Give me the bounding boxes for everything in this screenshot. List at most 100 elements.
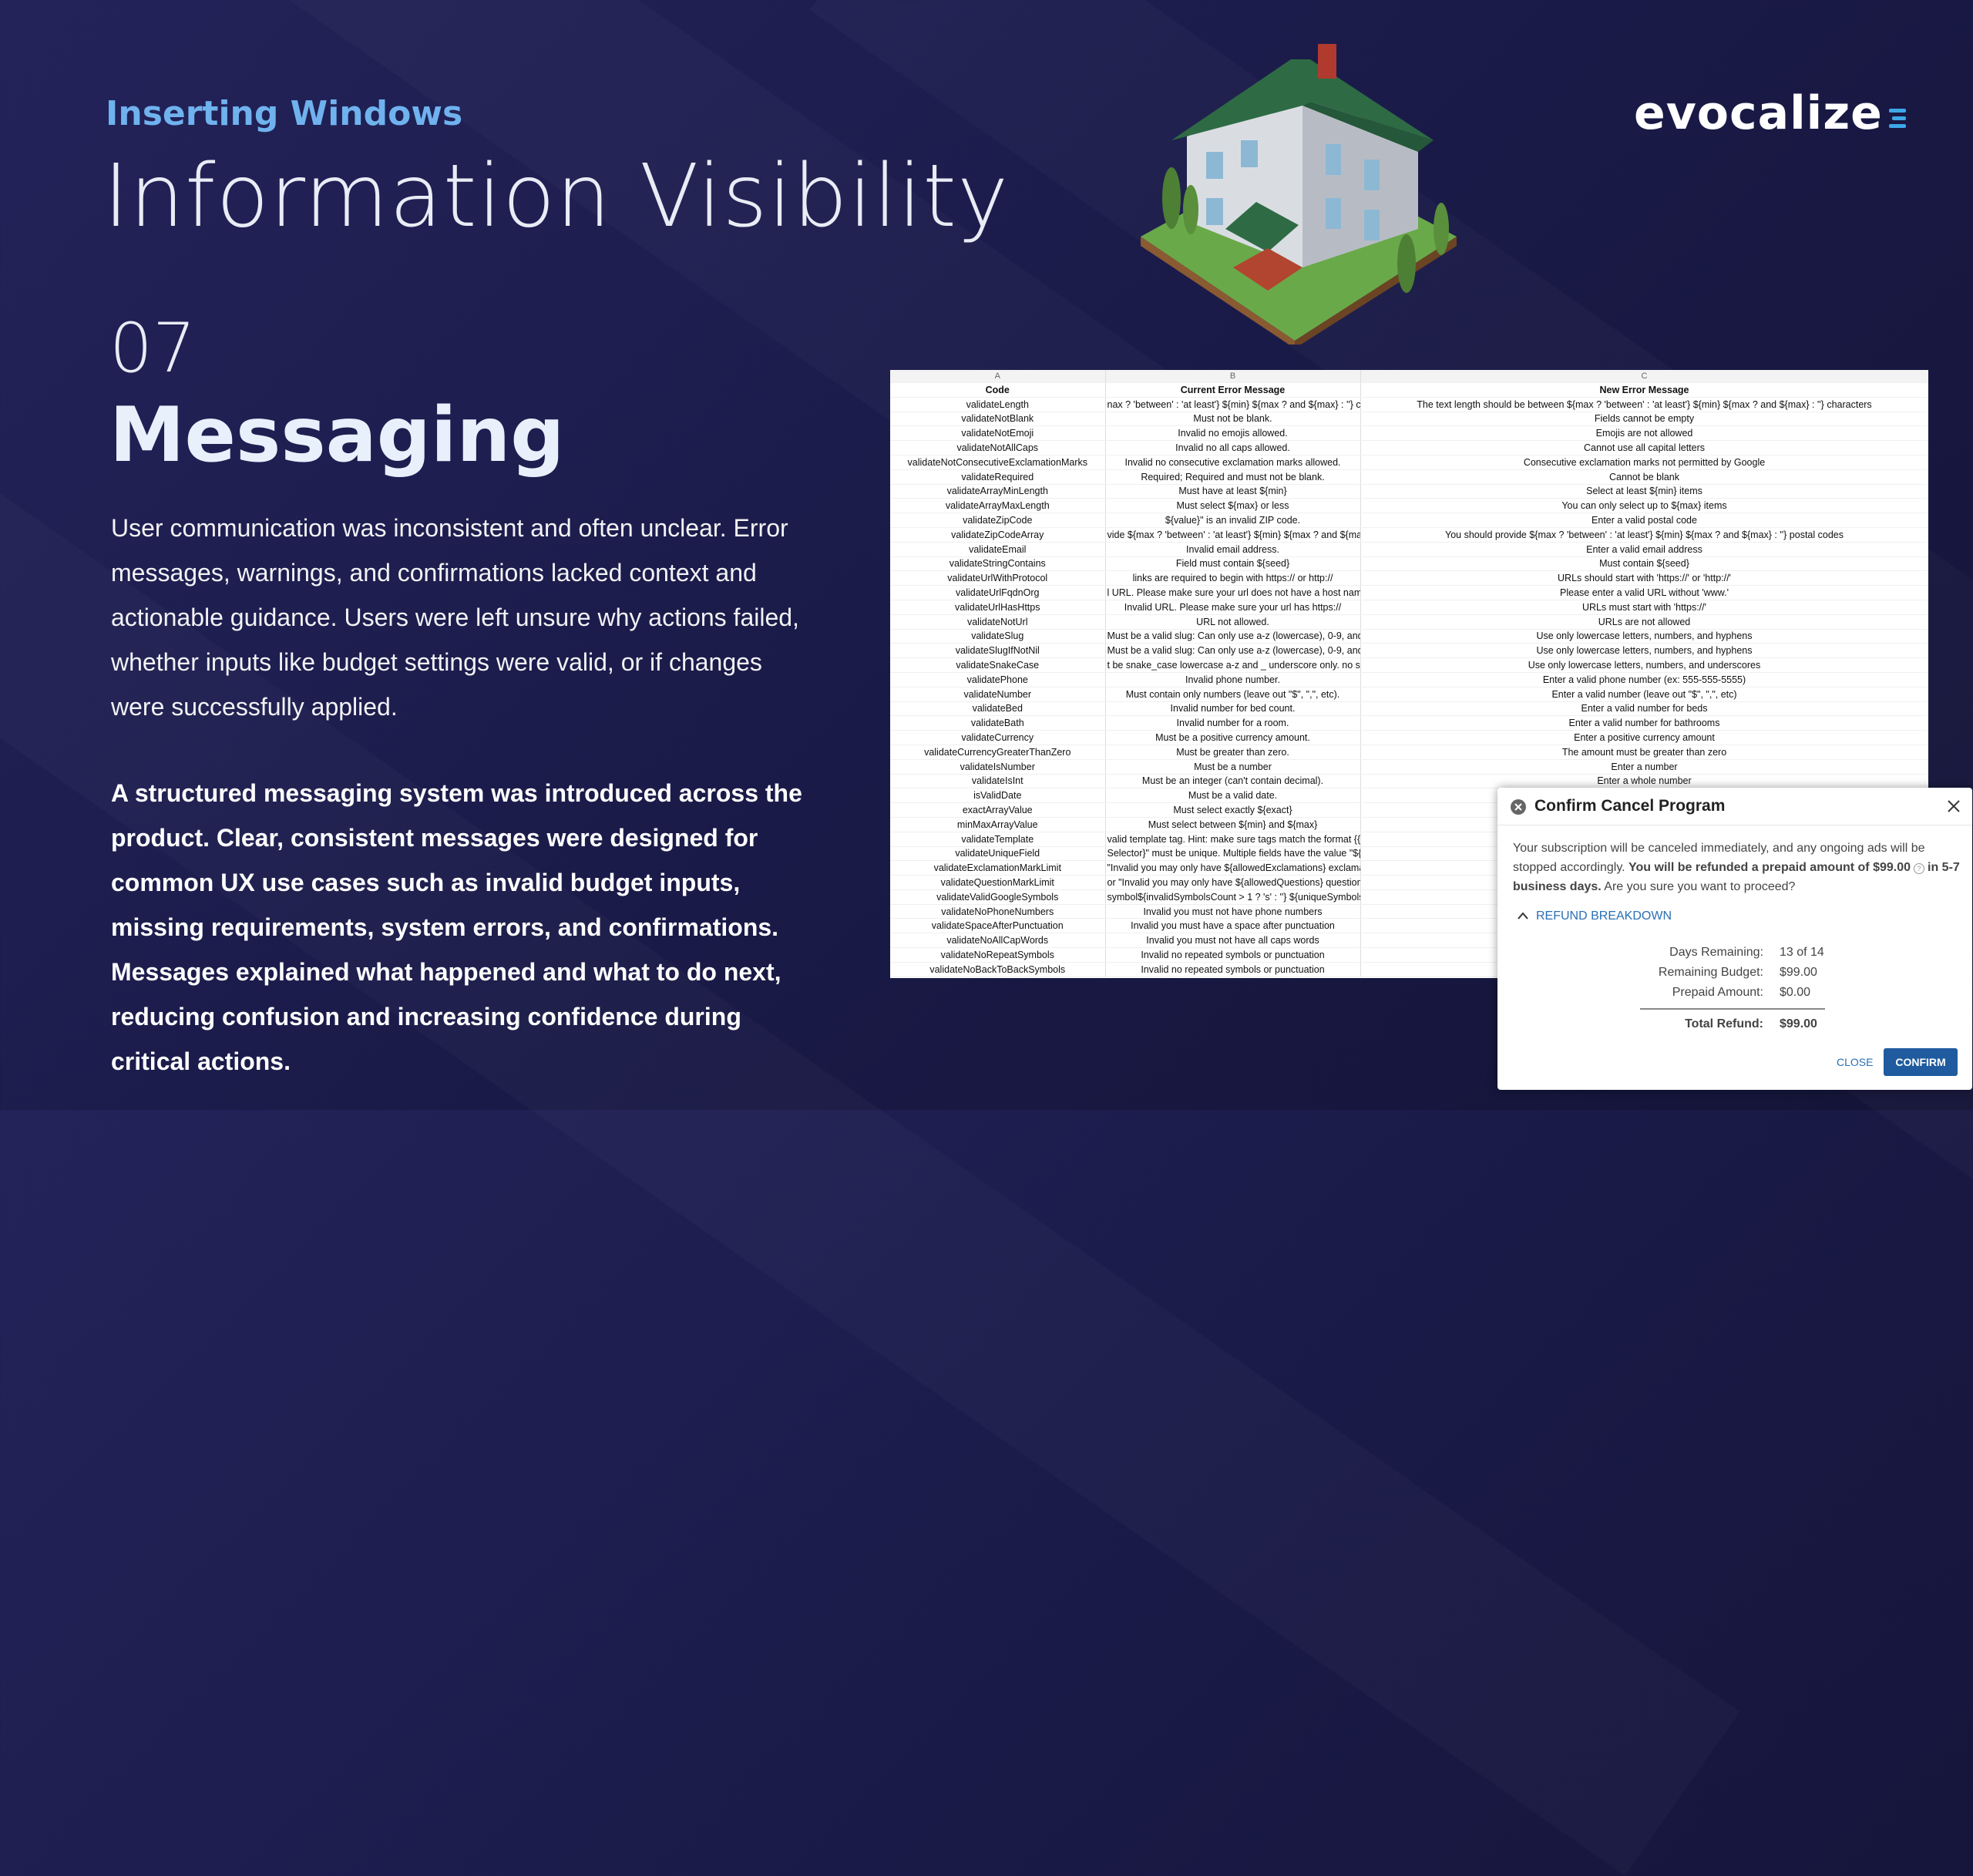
table-row: validateNotConsecutiveExclamationMarks In… (890, 455, 1928, 470)
table-row: validateCurrencyGreaterThanZero Must be g… (890, 745, 1928, 760)
table-cell: validateNotUrl (890, 614, 1106, 630)
table-cell: Must contain only numbers (leave out "$"… (1105, 687, 1361, 702)
table-row: validateArrayMaxLength Must select ${max}… (890, 498, 1928, 514)
body-text: Are you sure you want to proceed? (1604, 880, 1796, 893)
table-cell: Enter a valid number for beds (1360, 701, 1928, 717)
body-bold: in 5-7 business days. (1513, 861, 1960, 893)
table-cell: URLs are not allowed (1360, 614, 1928, 630)
total-divider (1640, 1008, 1825, 1010)
table-cell: Invalid URL. Please make sure your url h… (1105, 600, 1361, 615)
table-cell: Emojis are not allowed (1360, 425, 1928, 442)
table-row: validateSlug Must be a valid slug: Can on… (890, 629, 1928, 644)
table-row: validateStringContains Field must contain… (890, 556, 1928, 572)
table-row: validateEmail Invalid email address. Enter… (890, 542, 1928, 557)
table-cell: ${value}" is an invalid ZIP code. (1105, 513, 1361, 528)
header-row: Code Current Error Message New Error Messa… (890, 382, 1928, 398)
table-cell: validateTemplate (890, 832, 1106, 847)
table-row: validateRequired Required; Required and m… (890, 469, 1928, 485)
table-cell: validateArrayMaxLength (890, 498, 1106, 514)
toggle-label: REFUND BREAKDOWN (1536, 909, 1672, 923)
breakdown-value: $0.00 (1780, 986, 1811, 999)
table-cell: validateIsInt (890, 774, 1106, 789)
table-cell: validateNotAllCaps (890, 440, 1106, 456)
table-cell: Must be a number (1105, 759, 1361, 775)
table-row: validateNotUrl URL not allowed. URLs are n… (890, 614, 1928, 630)
table-cell: symbol${invalidSymbolsCount > 1 ? 's' : … (1105, 889, 1361, 905)
table-row: validateNotEmoji Invalid no emojis allowe… (890, 425, 1928, 442)
table-cell: Invalid number for bed count. (1105, 701, 1361, 717)
table-cell: validateNotEmoji (890, 425, 1106, 442)
table-cell: Must not be blank. (1105, 412, 1361, 427)
close-x[interactable] (1946, 798, 1961, 814)
table-cell: You can only select up to ${max} items (1360, 498, 1928, 514)
table-cell: Invalid no consecutive exclamation marks… (1105, 455, 1361, 470)
header-cell: New Error Message (1360, 382, 1928, 398)
total-value: $99.00 (1780, 1017, 1817, 1030)
table-cell: Invalid you must not have phone numbers (1105, 904, 1361, 920)
table-cell: validateExclamationMarkLimit (890, 860, 1106, 876)
house-illustration (1141, 44, 1457, 345)
table-cell: Enter a valid postal code (1360, 513, 1928, 528)
table-cell: links are required to begin with https:/… (1105, 570, 1361, 587)
table-cell: URLs should start with 'https://' or 'ht… (1360, 570, 1928, 587)
table-row: validateZipCode ${value}" is an invalid Z… (890, 513, 1928, 528)
table-cell: Cannot use all capital letters (1360, 440, 1928, 456)
table-cell: validateZipCode (890, 513, 1106, 528)
table-cell: Invalid no repeated symbols or punctuati… (1105, 947, 1361, 963)
table-row: validateUrlFqdnOrg l URL. Please make sur… (890, 585, 1928, 600)
table-cell: Must be greater than zero. (1105, 745, 1361, 760)
breakdown-label: Prepaid Amount: (1672, 986, 1763, 999)
table-row: validateBath Invalid number for a room. En… (890, 715, 1928, 731)
table-row: validateIsInt Must be an integer (can't c… (890, 774, 1928, 789)
table-row: validateUrlWithProtocol links are require… (890, 570, 1928, 587)
table-cell: Must be a valid slug: Can only use a-z (… (1105, 629, 1361, 644)
table-cell: l URL. Please make sure your url does no… (1105, 585, 1361, 600)
table-cell: Enter a valid phone number (ex: 555-555-… (1360, 672, 1928, 688)
table-cell: validateCurrency (890, 730, 1106, 745)
header-cell: Code (890, 382, 1106, 398)
table-cell: validateSpaceAfterPunctuation (890, 918, 1106, 934)
chevron (1518, 912, 1528, 920)
table-cell: Enter a positive currency amount (1360, 730, 1928, 745)
table-cell: nax ? 'between' : 'at least'} ${min} ${m… (1105, 397, 1361, 412)
dialog-title: Confirm Cancel Program (1534, 797, 1726, 815)
table-cell: "Invalid you may only have ${allowedExcl… (1105, 860, 1361, 876)
table-cell: Please enter a valid URL without 'www.' (1360, 585, 1928, 600)
table-cell: validateNoPhoneNumbers (890, 904, 1106, 920)
header-cell: Current Error Message (1105, 382, 1361, 398)
table-row: validateNotAllCaps Invalid no all caps al… (890, 440, 1928, 456)
table-row: validateSlugIfNotNil Must be a valid slug… (890, 643, 1928, 659)
table-cell: Required; Required and must not be blank… (1105, 469, 1361, 485)
table-cell: validateSnakeCase (890, 657, 1106, 673)
column-letter: B (1105, 370, 1361, 383)
table-cell: Enter a valid number for bathrooms (1360, 715, 1928, 731)
table-cell: validateQuestionMarkLimit (890, 875, 1106, 890)
info-icon: ? (1914, 863, 1925, 874)
table-cell: valid template tag. Hint: make sure tags… (1105, 832, 1361, 847)
table-cell: validateNotConsecutiveExclamationMarks (890, 455, 1106, 470)
table-cell: Must be a valid date. (1105, 788, 1361, 804)
table-cell: validateArrayMinLength (890, 484, 1106, 499)
table-row: validateZipCodeArray vide ${max ? 'betwee… (890, 527, 1928, 543)
table-row: validateUrlHasHttps Invalid URL. Please m… (890, 600, 1928, 615)
table-cell: Use only lowercase letters, numbers, and… (1360, 629, 1928, 644)
table-row: validateCurrency Must be a positive curre… (890, 730, 1928, 745)
table-cell: validateValidGoogleSymbols (890, 889, 1106, 905)
table-cell: URL not allowed. (1105, 614, 1361, 630)
slide: Inserting Windows Information Visibility… (0, 0, 1973, 1110)
table-cell: validateNoAllCapWords (890, 933, 1106, 949)
table-cell: Must have at least ${min} (1105, 484, 1361, 499)
table-cell: validateBath (890, 715, 1106, 731)
table-cell: Invalid number for a room. (1105, 715, 1361, 731)
table-cell: validateLength (890, 397, 1106, 412)
table-cell: Invalid no all caps allowed. (1105, 440, 1361, 456)
refund-toggle[interactable]: REFUND BREAKDOWN (1518, 909, 1672, 923)
table-row: validateNumber Must contain only numbers … (890, 687, 1928, 702)
table-cell: Must be a valid slug: Can only use a-z (… (1105, 643, 1361, 659)
table-cell: Selector}" must be unique. Multiple fiel… (1105, 846, 1361, 862)
confirm-button[interactable]: CONFIRM (1884, 1048, 1958, 1076)
table-cell: Use only lowercase letters, numbers, and… (1360, 643, 1928, 659)
table-cell: validateUrlHasHttps (890, 600, 1106, 615)
breakdown-value: $99.00 (1780, 966, 1817, 979)
close-button[interactable]: CLOSE (1837, 1056, 1874, 1068)
